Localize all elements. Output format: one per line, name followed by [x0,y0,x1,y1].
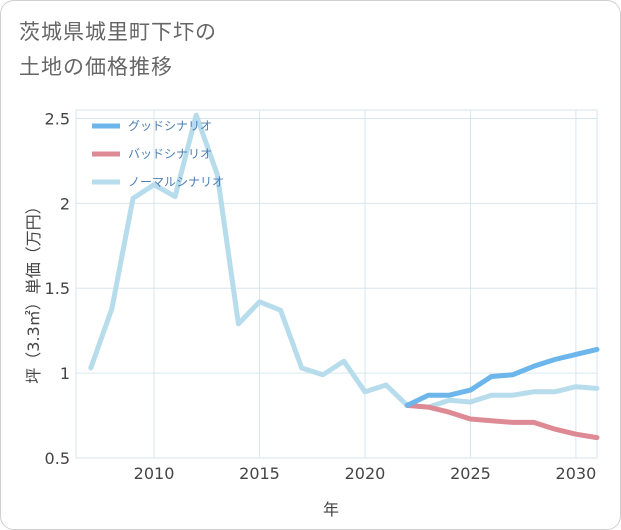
x-tick-label: 2010 [134,464,175,483]
y-axis-label: 坪（3.3㎡）単価（万円） [24,198,43,383]
x-tick-label: 2030 [556,464,597,483]
series-line-2 [88,112,600,410]
series-line-1 [404,402,600,441]
title-line-1: 茨城県城里町下圷の [19,20,217,44]
y-tick-labels: 0.5 1 1.5 2 2.5 [45,109,70,468]
y-tick-label: 1.5 [45,279,70,298]
x-tick-label: 2020 [345,464,386,483]
grid [75,109,598,459]
legend-label: ノーマルシナリオ [128,175,224,189]
y-tick-label: 2.5 [45,109,70,128]
y-tick-label: 0.5 [45,449,70,468]
y-tick-label: 1 [60,364,70,383]
x-tick-label: 2025 [450,464,491,483]
y-tick-label: 2 [60,194,70,213]
title-line-2: 土地の価格推移 [19,55,173,79]
chart-title: 茨城県城里町下圷の 土地の価格推移 [19,15,217,85]
series-lines [88,112,600,441]
legend-label: バッドシナリオ [128,147,212,161]
plot-frame [75,109,598,459]
x-tick-label: 2015 [239,464,280,483]
series-line-0 [404,346,600,408]
legend-label: グッドシナリオ [128,119,212,133]
x-tick-labels: 2010 2015 2020 2025 2030 [134,464,597,483]
x-axis-label: 年 [323,500,339,519]
